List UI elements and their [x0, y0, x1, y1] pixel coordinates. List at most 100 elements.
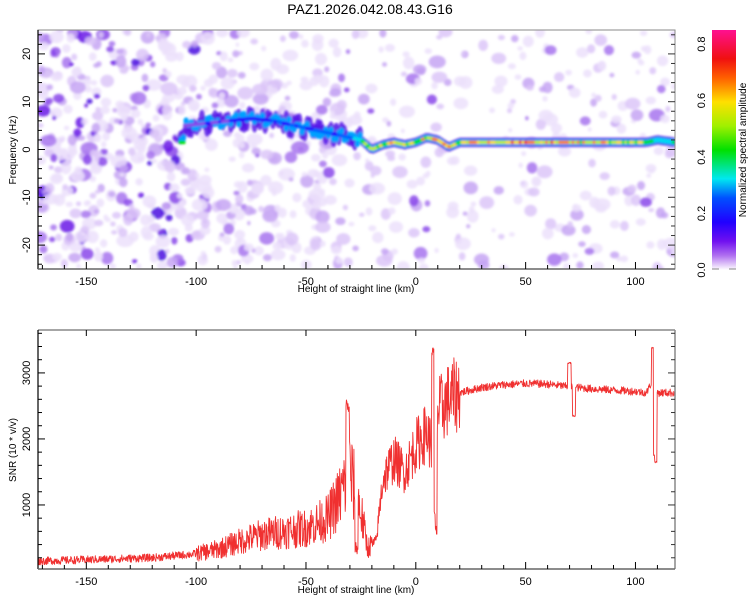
snr-series-line	[38, 346, 675, 566]
spectrogram-blob	[67, 134, 77, 146]
spectrogram-blob	[387, 192, 402, 206]
spectrogram-blob	[155, 235, 171, 248]
spectrogram-blob	[526, 162, 538, 174]
spectrogram-blob	[38, 105, 51, 117]
spectrogram-y-tick-label: 20	[21, 48, 33, 60]
spectrogram-blob	[270, 249, 286, 261]
spectrogram-blob	[396, 261, 410, 269]
spectrogram-blob	[544, 45, 557, 56]
spectrogram-blob	[99, 239, 108, 248]
spectrogram-blob	[93, 133, 102, 143]
spectrogram-x-tick-label: 50	[520, 276, 532, 288]
spectrogram-ridge	[177, 106, 675, 154]
spectrogram-blob	[91, 111, 104, 121]
spectrogram-blob	[141, 73, 149, 83]
spectrogram-blob	[151, 158, 158, 164]
spectrogram-blob	[149, 252, 158, 263]
spectrogram-blob	[262, 209, 279, 223]
spectrogram-blob	[420, 156, 432, 168]
spectrogram-blob	[194, 173, 200, 178]
spectrogram-blob	[96, 198, 105, 208]
ridge-mid	[259, 112, 266, 120]
spectrogram-blob	[219, 232, 225, 237]
spectrogram-blob	[44, 97, 54, 105]
spectrogram-blob	[239, 101, 246, 109]
spectrogram-blob	[163, 140, 174, 153]
spectrogram-blob	[338, 73, 346, 83]
spectrogram-blob	[260, 175, 272, 186]
spectrogram-blob	[250, 143, 258, 149]
spectrogram-blob	[278, 105, 287, 112]
spectrogram-blob	[315, 210, 330, 224]
spectrogram-blob	[653, 146, 664, 156]
spectrogram-blob	[446, 206, 460, 219]
spectrogram-blob	[301, 39, 309, 48]
spectrogram-blob	[100, 97, 112, 107]
spectrogram-blob	[545, 218, 557, 230]
spectrogram-blob	[52, 115, 57, 120]
spectrogram-blob	[245, 260, 250, 265]
snr-panel: -150 -100 -50 0 50 100 1000 2000 3000 He…	[8, 329, 676, 596]
spectrogram-blob	[131, 91, 147, 105]
spectrogram-blob	[400, 71, 408, 77]
snr-x-ticks	[41, 330, 658, 569]
spectrogram-blob	[528, 187, 540, 197]
snr-y-ticks	[38, 332, 675, 559]
spectrogram-blob	[536, 165, 553, 179]
spectrogram-blob	[165, 248, 170, 254]
spectrogram-blob	[94, 156, 100, 162]
spectrogram-blob	[177, 104, 187, 116]
spectrogram-blob	[627, 184, 637, 193]
spectrogram-blob	[342, 204, 349, 211]
spectrogram-blob	[631, 51, 641, 59]
spectrogram-blob	[568, 87, 581, 98]
spectrogram-blob	[450, 155, 460, 165]
spectrogram-blob	[137, 192, 145, 198]
spectrogram-blob	[358, 212, 365, 217]
spectrogram-blob	[89, 192, 97, 199]
spectrogram-blob	[381, 248, 389, 255]
spectrogram-blob	[128, 231, 139, 242]
spectrogram-blob	[463, 165, 478, 176]
spectrogram-blob	[491, 84, 504, 94]
spectrogram-blob	[164, 160, 176, 173]
spectrogram-blob	[384, 44, 395, 52]
spectrogram-blob	[579, 190, 592, 201]
spectrogram-blob	[330, 246, 342, 255]
spectrogram-blob	[146, 32, 151, 38]
spectrogram-blob	[288, 177, 294, 182]
spectrogram-blob	[547, 253, 562, 266]
spectrogram-blob	[521, 151, 527, 157]
spectrogram-blob	[620, 220, 629, 232]
spectrogram-blob	[412, 64, 427, 75]
spectrogram-blob	[98, 31, 104, 39]
spectrogram-blob	[434, 247, 439, 254]
spectrogram-blob	[211, 102, 219, 109]
spectrogram-blob	[55, 233, 63, 242]
spectrogram-blob	[526, 85, 534, 91]
spectrogram-blob	[90, 80, 98, 86]
spectrogram-blob	[165, 70, 172, 78]
spectrogram-blob	[123, 213, 134, 226]
ridge-core	[181, 140, 186, 145]
spectrogram-blob	[136, 263, 142, 269]
spectrogram-blob	[102, 132, 110, 141]
spectrogram-blob	[406, 179, 418, 189]
spectrogram-blob	[646, 173, 652, 178]
spectrogram-blob	[609, 72, 615, 78]
spectrogram-blob	[607, 186, 616, 196]
spectrogram-blob	[62, 44, 71, 53]
spectrogram-y-tick-label: -10	[21, 189, 33, 205]
spectrogram-blob	[65, 201, 74, 207]
spectrogram-blob	[286, 80, 292, 86]
spectrogram-blob	[637, 58, 643, 63]
spectrogram-blob	[336, 233, 351, 245]
snr-x-tick-label: 0	[413, 576, 419, 588]
spectrogram-blob	[91, 122, 101, 133]
spectrogram-blob	[246, 179, 253, 186]
spectrogram-blob	[237, 72, 246, 79]
spectrogram-blob	[507, 102, 515, 109]
spectrogram-blob	[611, 115, 622, 124]
spectrogram-blob	[514, 74, 522, 80]
spectrogram-blob	[200, 32, 215, 45]
